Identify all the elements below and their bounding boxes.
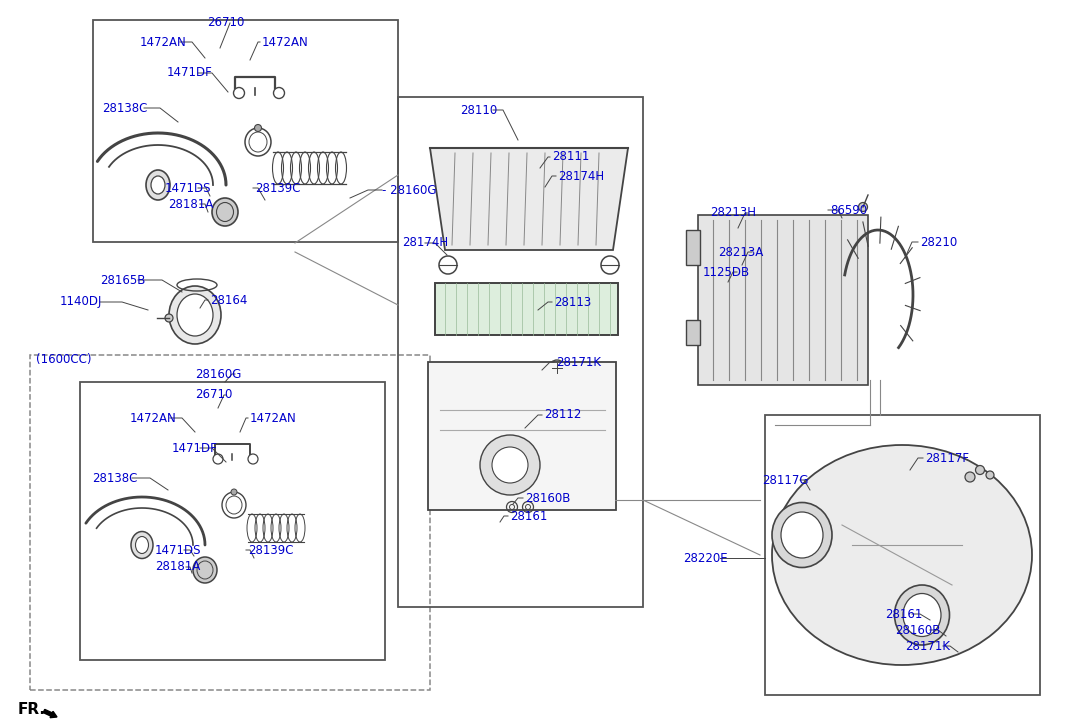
Text: 28112: 28112 (544, 409, 581, 422)
Ellipse shape (771, 502, 832, 568)
Bar (435, 283, 618, 335)
Text: 1125DB: 1125DB (703, 265, 750, 278)
Text: 28139C: 28139C (255, 182, 301, 195)
Ellipse shape (212, 198, 238, 226)
Text: 28220E: 28220E (683, 552, 727, 564)
Circle shape (965, 472, 975, 482)
Text: 28160B: 28160B (525, 491, 570, 505)
Text: 28160G: 28160G (195, 368, 241, 380)
Text: 28213A: 28213A (718, 246, 763, 259)
Bar (686, 230, 700, 265)
Bar (428, 362, 616, 510)
Ellipse shape (781, 512, 823, 558)
Text: 1471DS: 1471DS (164, 182, 211, 195)
Text: 28113: 28113 (554, 295, 591, 308)
Text: 28171K: 28171K (905, 640, 950, 653)
Text: 28210: 28210 (920, 236, 958, 249)
Text: 26710: 26710 (207, 17, 245, 30)
Ellipse shape (771, 445, 1032, 665)
Ellipse shape (135, 537, 148, 553)
Ellipse shape (895, 585, 950, 645)
Text: 28171K: 28171K (556, 356, 601, 369)
Text: FR.: FR. (18, 702, 47, 717)
Text: 28181A: 28181A (155, 561, 200, 574)
Circle shape (230, 489, 237, 495)
Circle shape (976, 465, 985, 475)
Text: 28160B: 28160B (895, 624, 940, 637)
Circle shape (254, 124, 262, 132)
Text: 28174H: 28174H (558, 169, 604, 182)
Circle shape (986, 471, 994, 479)
Text: 28181A: 28181A (168, 198, 213, 211)
Bar (398, 97, 643, 607)
Text: 1472AN: 1472AN (130, 411, 176, 425)
Circle shape (492, 447, 528, 483)
Text: 1471DS: 1471DS (155, 544, 201, 556)
Text: 28165B: 28165B (100, 273, 145, 286)
Text: 28138C: 28138C (102, 102, 147, 114)
Ellipse shape (193, 557, 217, 583)
Text: 1140DJ: 1140DJ (60, 295, 103, 308)
Text: 28138C: 28138C (92, 472, 137, 484)
Ellipse shape (177, 294, 213, 336)
Ellipse shape (131, 531, 153, 558)
Text: 28111: 28111 (552, 150, 590, 164)
Text: 1471DF: 1471DF (172, 441, 217, 454)
Text: 28174H: 28174H (403, 236, 448, 249)
Bar (686, 320, 700, 345)
Ellipse shape (146, 170, 170, 200)
Polygon shape (430, 148, 628, 250)
Text: 28117F: 28117F (925, 451, 969, 465)
Circle shape (549, 360, 565, 376)
Circle shape (164, 314, 173, 322)
Text: (1600CC): (1600CC) (36, 353, 92, 366)
Bar (80, 382, 385, 660)
Text: 28139C: 28139C (248, 544, 293, 556)
Text: 1472AN: 1472AN (140, 36, 187, 49)
Text: 28117G: 28117G (762, 473, 808, 486)
Text: 1471DF: 1471DF (167, 66, 213, 79)
Text: 28110: 28110 (460, 103, 498, 116)
FancyArrow shape (43, 710, 57, 718)
Text: 86590: 86590 (830, 204, 867, 217)
Text: 1472AN: 1472AN (250, 411, 296, 425)
Ellipse shape (169, 286, 221, 344)
Text: 28164: 28164 (210, 294, 248, 307)
Ellipse shape (151, 176, 164, 194)
Bar (30, 355, 430, 690)
Text: 28161: 28161 (885, 608, 922, 621)
Ellipse shape (903, 593, 941, 637)
Circle shape (858, 203, 868, 212)
Text: 28161: 28161 (510, 510, 547, 523)
Bar (765, 415, 1040, 695)
Text: 1472AN: 1472AN (262, 36, 308, 49)
Bar (698, 215, 868, 385)
Text: 28213H: 28213H (710, 206, 756, 220)
Bar (93, 20, 398, 242)
Circle shape (480, 435, 540, 495)
Bar (435, 283, 618, 335)
Text: 26710: 26710 (195, 388, 233, 401)
Text: - 28160G: - 28160G (382, 183, 436, 196)
